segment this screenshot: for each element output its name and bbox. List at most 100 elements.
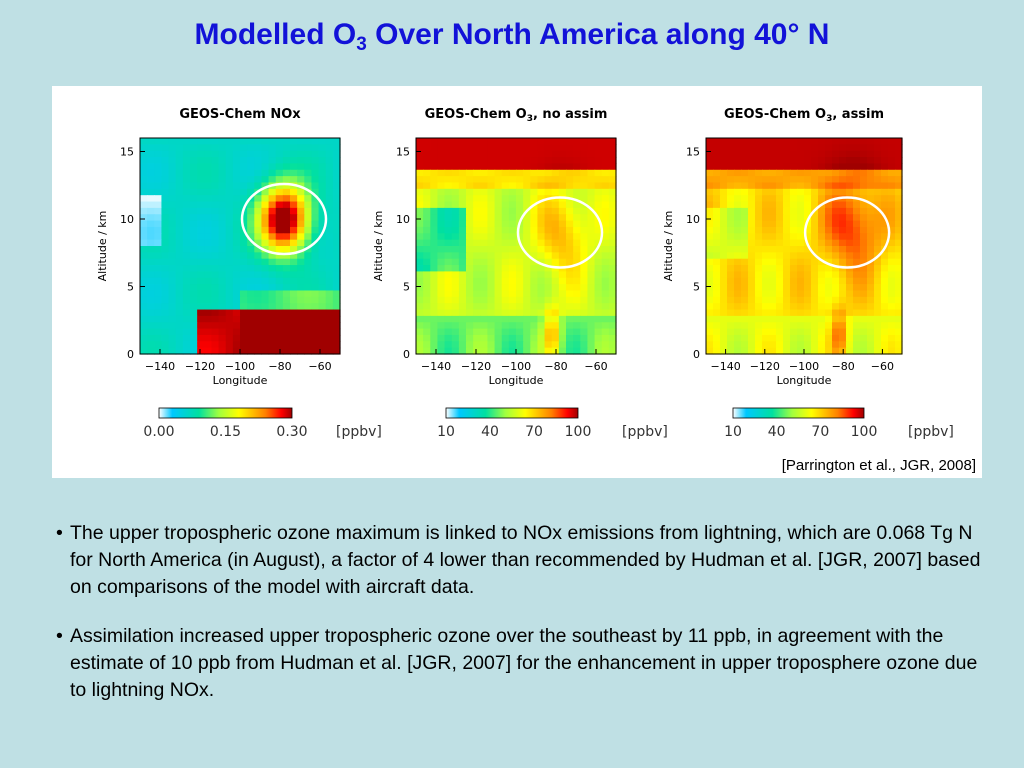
heatmap-cell <box>168 157 177 165</box>
heatmap-cell <box>268 214 277 222</box>
heatmap-cell <box>182 309 191 317</box>
heatmap-cell <box>232 150 241 158</box>
heatmap-cell <box>211 341 220 349</box>
heatmap-cell <box>874 265 882 273</box>
heatmap-cell <box>720 163 728 171</box>
heatmap-cell <box>430 195 439 203</box>
heatmap-cell <box>551 341 560 349</box>
colorbar <box>732 407 865 419</box>
heatmap-cell <box>573 265 581 273</box>
heatmap-cell <box>458 220 467 228</box>
x-tick-label: −60 <box>871 360 894 373</box>
heatmap-cell <box>888 334 896 342</box>
heatmap-cell <box>713 201 721 209</box>
heatmap-cell <box>573 195 581 203</box>
heatmap-cell <box>874 239 882 247</box>
heatmap-cell <box>874 169 882 177</box>
heatmap-cell <box>275 138 284 145</box>
heatmap-cell <box>451 322 460 330</box>
colorbar-tick-label: 0.00 <box>143 424 174 440</box>
heatmap-cell <box>804 233 812 241</box>
heatmap-cell <box>804 169 812 177</box>
heatmap-cell <box>580 341 589 349</box>
heatmap-cell <box>182 226 191 234</box>
heatmap-cell <box>140 334 148 342</box>
heatmap-cell <box>182 207 191 215</box>
x-tick-label: −120 <box>185 360 215 373</box>
heatmap-cell <box>282 252 291 260</box>
heatmap-cell <box>783 284 791 292</box>
heatmap-cell <box>290 334 298 342</box>
heatmap-cell <box>147 169 155 177</box>
heatmap-cell <box>225 277 234 285</box>
heatmap-cell <box>325 195 334 203</box>
heatmap-cell <box>261 328 270 336</box>
heatmap-cell <box>182 176 191 184</box>
heatmap-cell <box>254 265 263 273</box>
heatmap-cell <box>261 220 270 228</box>
heatmap-cell <box>154 138 163 145</box>
heatmap-cell <box>290 233 298 241</box>
heatmap-cell <box>748 334 756 342</box>
heatmap-cell <box>501 246 510 253</box>
heatmap-cell <box>530 277 539 285</box>
heatmap-cell <box>566 226 574 234</box>
heatmap-cell <box>261 290 270 298</box>
heatmap-cell <box>587 188 596 196</box>
heatmap-cell <box>175 214 184 222</box>
heatmap-cell <box>494 226 503 234</box>
heatmap-cell <box>182 284 191 292</box>
heatmap-cell <box>451 258 460 266</box>
heatmap-cell <box>501 163 510 171</box>
heatmap-cell <box>601 334 610 342</box>
heatmap-cell <box>594 265 603 273</box>
heatmap-cell <box>247 150 255 158</box>
heatmap-cell <box>161 220 170 228</box>
heatmap-cell <box>430 226 439 234</box>
heatmap-cell <box>247 315 255 323</box>
heatmap-figure: GEOS-Chem NOx−140 −120 −100 −80 −60Longitude… <box>96 107 954 440</box>
heatmap-cell <box>168 309 177 317</box>
heatmap-cell <box>218 201 227 209</box>
heatmap-cell <box>332 334 341 342</box>
heatmap-cell <box>881 277 889 285</box>
heatmap-cell <box>175 341 184 349</box>
heatmap-cell <box>225 169 234 177</box>
heatmap-cell <box>332 277 341 285</box>
heatmap-cell <box>240 309 248 317</box>
heatmap-cell <box>895 277 903 285</box>
heatmap-cell <box>860 328 868 336</box>
heatmap-cell <box>601 246 610 253</box>
heatmap-cell <box>254 303 263 311</box>
heatmap-cell <box>311 277 320 285</box>
heatmap-cell <box>451 214 460 222</box>
heatmap-cell <box>544 341 553 349</box>
heatmap-cell <box>587 347 596 355</box>
heatmap-cell <box>204 277 213 285</box>
heatmap-cell <box>416 163 424 171</box>
heatmap-cell <box>466 182 474 190</box>
heatmap-cell <box>261 258 270 266</box>
heatmap-cell <box>204 271 213 279</box>
heatmap-cell <box>580 163 589 171</box>
heatmap-cell <box>232 138 241 145</box>
heatmap-cell <box>218 182 227 190</box>
heatmap-cell <box>811 239 819 247</box>
heatmap-cell <box>140 176 148 184</box>
heatmap-cell <box>706 322 714 330</box>
heatmap-cell <box>867 239 875 247</box>
heatmap-cell <box>558 150 567 158</box>
heatmap-cell <box>888 182 896 190</box>
heatmap-cell <box>211 303 220 311</box>
heatmap-cell <box>254 226 263 234</box>
heatmap-cell <box>839 163 847 171</box>
heatmap-cell <box>473 341 481 349</box>
heatmap-cell <box>451 207 460 215</box>
heatmap-cell <box>325 188 334 196</box>
heatmap-cell <box>573 150 581 158</box>
heatmap-cell <box>832 277 840 285</box>
heatmap-cell <box>318 207 327 215</box>
heatmap-cell <box>790 207 798 215</box>
heatmap-cell <box>530 163 539 171</box>
heatmap-cell <box>494 163 503 171</box>
